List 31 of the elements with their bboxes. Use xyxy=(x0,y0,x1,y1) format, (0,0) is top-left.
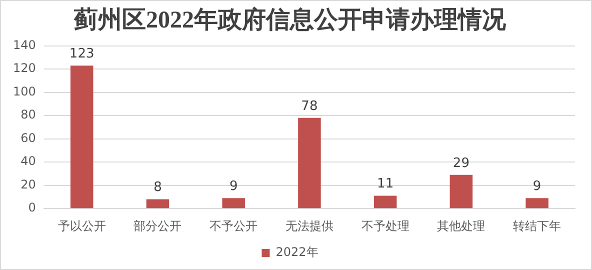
data-label: 8 xyxy=(154,180,162,196)
bar xyxy=(222,198,245,208)
bar xyxy=(374,196,397,208)
x-tick-label: 其他处理 xyxy=(437,218,486,233)
x-tick-label: 不予处理 xyxy=(361,218,410,233)
bar xyxy=(450,174,473,208)
data-label: 11 xyxy=(377,176,394,192)
y-tick-label: 40 xyxy=(20,154,36,168)
y-tick-label: 0 xyxy=(28,200,36,215)
y-tick-label: 80 xyxy=(20,108,36,122)
bar xyxy=(146,199,170,208)
chart-title: 蓟州区2022年政府信息公开申请办理情况 xyxy=(73,6,507,34)
x-tick-label: 予以公开 xyxy=(58,218,106,233)
x-tick-label: 不予公开 xyxy=(210,218,258,233)
x-tick-label: 部分公开 xyxy=(134,218,182,233)
y-tick-label: 100 xyxy=(13,84,36,98)
y-tick-label: 20 xyxy=(20,177,36,192)
y-tick-label: 60 xyxy=(20,130,36,145)
y-tick-label: 120 xyxy=(13,61,36,76)
bar xyxy=(298,118,321,208)
data-label: 9 xyxy=(532,179,542,194)
data-label: 123 xyxy=(69,46,94,62)
data-label: 9 xyxy=(229,179,238,194)
y-tick-label: 140 xyxy=(13,38,36,52)
bar xyxy=(526,198,548,208)
x-tick-label: 无法提供 xyxy=(285,218,334,233)
x-tick-label: 转结下年 xyxy=(513,218,562,233)
data-label: 29 xyxy=(452,156,470,171)
data-label: 78 xyxy=(301,98,318,114)
bar xyxy=(70,66,94,208)
legend-label: 2022年 xyxy=(276,245,318,260)
